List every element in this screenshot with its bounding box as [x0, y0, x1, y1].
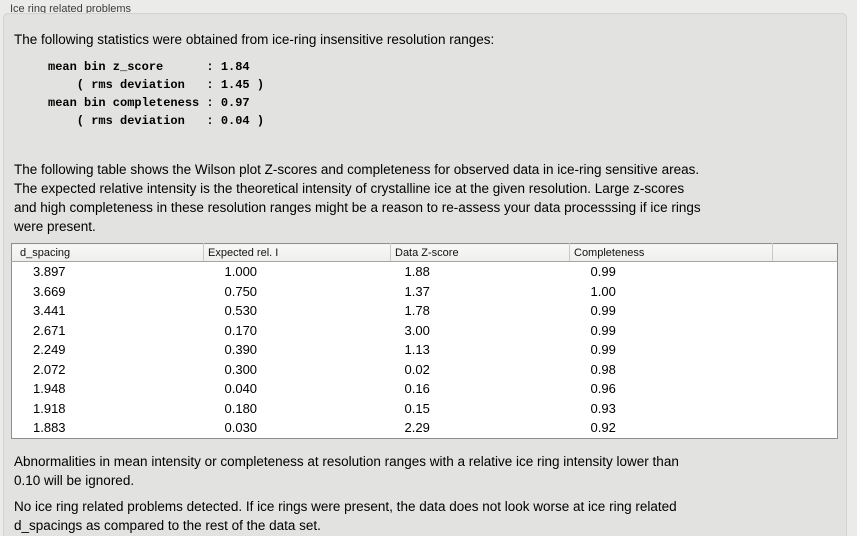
cell-completeness: 0.99: [590, 342, 616, 357]
table-row[interactable]: 3.669 0.750 1.37 1.00: [12, 282, 838, 302]
ice-ring-table: d_spacing Expected rel. I Data Z-score C…: [11, 243, 838, 439]
cell-blank: [773, 399, 838, 419]
table-row[interactable]: 3.441 0.530 1.78 0.99: [12, 301, 838, 321]
table-row[interactable]: 2.249 0.390 1.13 0.99: [12, 340, 838, 360]
ice-ring-table-body: 3.897 1.000 1.88 0.99 3.669 0.750 1.37 1.00 3.44…: [12, 262, 838, 439]
table-row[interactable]: 1.883 0.030 2.29 0.92: [12, 418, 838, 438]
table-description-text: The following table shows the Wilson plo…: [14, 162, 701, 234]
cell-data-z-score: 1.88: [404, 264, 430, 279]
cell-expected-rel-i: 0.530: [224, 303, 258, 318]
cell-data-z-score: 1.78: [404, 303, 430, 318]
table-row[interactable]: 2.671 0.170 3.00 0.99: [12, 321, 838, 341]
cell-d-spacing: 2.072: [33, 361, 66, 377]
table-row[interactable]: 3.897 1.000 1.88 0.99: [12, 262, 838, 282]
cell-d-spacing: 1.883: [33, 420, 66, 435]
table-row[interactable]: 1.948 0.040 0.16 0.96: [12, 379, 838, 399]
cell-d-spacing: 3.669: [33, 283, 66, 299]
cell-blank: [773, 418, 838, 438]
cell-expected-rel-i: 0.170: [224, 322, 258, 338]
column-header-data-z-score[interactable]: Data Z-score: [390, 243, 570, 262]
cell-d-spacing: 1.918: [33, 400, 66, 416]
cell-data-z-score: 0.16: [404, 381, 430, 396]
cell-completeness: 0.96: [590, 381, 616, 396]
cell-completeness: 0.93: [590, 400, 616, 416]
cell-d-spacing: 2.249: [33, 342, 66, 357]
column-header-expected-rel-i[interactable]: Expected rel. I: [203, 243, 391, 262]
cell-blank: [773, 340, 838, 360]
column-header-completeness[interactable]: Completeness: [569, 243, 773, 262]
cell-expected-rel-i: 0.390: [224, 342, 258, 357]
cell-data-z-score: 1.13: [404, 342, 430, 357]
conclusion-text: No ice ring related problems detected. I…: [14, 498, 677, 533]
cell-completeness: 0.99: [590, 322, 616, 338]
cell-expected-rel-i: 0.180: [224, 400, 258, 416]
table-row[interactable]: 2.072 0.300 0.02 0.98: [12, 360, 838, 380]
stats-block: mean bin z_score : 1.84 ( rms deviation …: [48, 60, 265, 128]
table-header-row: d_spacing Expected rel. I Data Z-score C…: [11, 243, 838, 262]
cell-blank: [773, 262, 838, 282]
cell-data-z-score: 0.15: [404, 400, 430, 416]
cell-data-z-score: 3.00: [404, 322, 430, 338]
cell-expected-rel-i: 0.040: [224, 381, 258, 396]
cell-completeness: 0.92: [590, 420, 616, 435]
cell-data-z-score: 2.29: [404, 420, 430, 435]
cell-completeness: 0.99: [590, 264, 616, 279]
stats-intro-text: The following statistics were obtained f…: [14, 32, 495, 47]
table-row[interactable]: 1.918 0.180 0.15 0.93: [12, 399, 838, 419]
panel-title: Ice ring related problems: [10, 3, 132, 15]
cell-blank: [773, 282, 838, 302]
cell-expected-rel-i: 0.750: [224, 283, 258, 299]
cell-expected-rel-i: 0.030: [224, 420, 258, 435]
cell-blank: [773, 360, 838, 380]
cell-data-z-score: 1.37: [404, 283, 430, 299]
column-header-blank[interactable]: [772, 243, 838, 262]
cell-d-spacing: 3.897: [33, 264, 66, 279]
cell-completeness: 0.98: [590, 361, 616, 377]
cell-d-spacing: 2.671: [33, 322, 66, 338]
cell-data-z-score: 0.02: [404, 361, 430, 377]
cell-expected-rel-i: 0.300: [224, 361, 258, 377]
cell-blank: [773, 321, 838, 341]
cell-d-spacing: 1.948: [33, 381, 66, 396]
group-box: The following statistics were obtained f…: [3, 13, 847, 536]
cell-completeness: 0.99: [590, 303, 616, 318]
cell-expected-rel-i: 1.000: [224, 264, 258, 279]
cell-completeness: 1.00: [590, 283, 616, 299]
cell-blank: [773, 301, 838, 321]
cell-blank: [773, 379, 838, 399]
column-header-d-spacing[interactable]: d_spacing: [11, 243, 204, 262]
cell-d-spacing: 3.441: [33, 303, 66, 318]
ignore-note-text: Abnormalities in mean intensity or compl…: [14, 453, 679, 488]
